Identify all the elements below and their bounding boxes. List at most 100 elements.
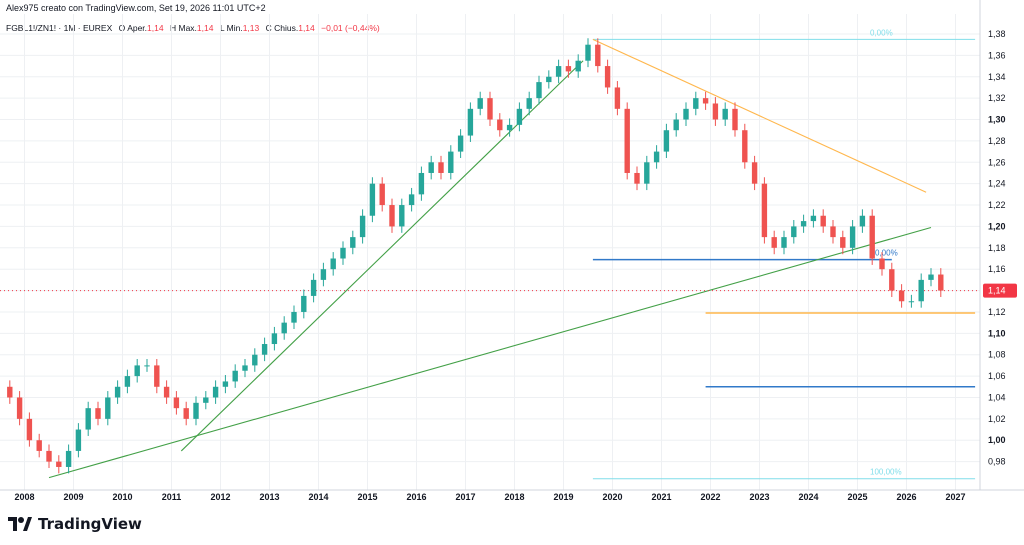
candle-body bbox=[183, 408, 189, 419]
candle-body bbox=[751, 162, 758, 184]
time-tick-label: 2013 bbox=[259, 492, 279, 502]
candle-body bbox=[820, 215, 826, 227]
price-tick-label: 1,16 bbox=[988, 264, 1006, 274]
time-axis[interactable]: 2008 2009 2010 2011 2012 2013 2014 2015 2016 2017… bbox=[0, 489, 1024, 502]
candle-body bbox=[291, 311, 297, 323]
candle-body bbox=[134, 365, 140, 377]
close-label: C bbox=[265, 23, 272, 33]
drawing-layer: 0,00% 100,00% 0,00% bbox=[0, 28, 980, 480]
candle-body bbox=[938, 274, 944, 291]
time-tick-label: 2025 bbox=[847, 492, 867, 502]
candle-body bbox=[879, 258, 885, 270]
candle-body bbox=[379, 183, 385, 206]
candle-body bbox=[634, 172, 640, 184]
candle-body bbox=[732, 108, 738, 131]
candle-body bbox=[144, 365, 150, 367]
time-tick-label: 2018 bbox=[504, 492, 524, 502]
candle-body bbox=[595, 44, 601, 67]
candle-body bbox=[928, 274, 934, 280]
candle-body bbox=[497, 119, 503, 131]
high-label: H bbox=[169, 23, 177, 33]
candle-body bbox=[477, 98, 483, 109]
time-tick-label: 2019 bbox=[553, 492, 573, 502]
candle-body bbox=[16, 397, 23, 419]
candle-body bbox=[771, 237, 777, 248]
price-tick-label: 0,98 bbox=[988, 457, 1006, 467]
price-tick-label: 1,08 bbox=[988, 350, 1006, 360]
candle-body bbox=[722, 108, 728, 120]
price-tick-label: 1,30 bbox=[988, 115, 1006, 125]
chart-caption: Alex975 creato con TradingView.com, Set … bbox=[6, 3, 266, 13]
candle-body bbox=[438, 162, 444, 173]
candle-body bbox=[575, 60, 581, 72]
open-label: O bbox=[118, 23, 126, 33]
candle-body bbox=[95, 408, 101, 419]
candle-body bbox=[154, 365, 160, 387]
time-tick-label: 2026 bbox=[896, 492, 916, 502]
price-tick-label: 1,26 bbox=[988, 157, 1006, 167]
candle-body bbox=[301, 295, 307, 312]
candle-body bbox=[683, 108, 689, 120]
candle-body bbox=[350, 237, 356, 248]
change-value: −0,01 (−0,44%) bbox=[321, 23, 380, 33]
price-tick-label: 1,06 bbox=[988, 371, 1006, 381]
symbol-name[interactable]: FGBL1!/ZN1! · 1M · EUREX bbox=[6, 23, 113, 33]
time-tick-label: 2016 bbox=[406, 492, 426, 502]
candle-body bbox=[467, 108, 474, 136]
candle-body bbox=[653, 151, 660, 163]
time-tick-label: 2027 bbox=[945, 492, 965, 502]
candle-body bbox=[800, 221, 807, 227]
candle-body bbox=[644, 162, 650, 184]
candle-body bbox=[624, 108, 630, 173]
candle-body bbox=[261, 344, 268, 355]
candle-body bbox=[604, 66, 611, 88]
candle-body bbox=[232, 370, 238, 382]
time-tick-label: 2010 bbox=[112, 492, 132, 502]
candle-body bbox=[36, 440, 42, 451]
tradingview-logo-text: TradingView bbox=[38, 515, 142, 533]
price-tick-label: 1,12 bbox=[988, 307, 1006, 317]
candle-body bbox=[75, 429, 82, 451]
candle-body bbox=[252, 354, 258, 366]
candle-body bbox=[673, 119, 679, 131]
candle-body bbox=[849, 226, 856, 248]
time-tick-label: 2022 bbox=[700, 492, 720, 502]
candle-body bbox=[614, 87, 621, 109]
candle-body bbox=[457, 135, 464, 152]
candle-body bbox=[310, 279, 317, 296]
candle-body bbox=[418, 172, 425, 195]
low-text: Min. bbox=[226, 23, 243, 33]
price-tick-label: 1,36 bbox=[988, 50, 1006, 60]
time-tick-label: 2012 bbox=[210, 492, 230, 502]
candle-body bbox=[898, 290, 905, 302]
candle-body bbox=[516, 108, 523, 125]
price-tick-label: 1,22 bbox=[988, 200, 1006, 210]
tradingview-logo-icon bbox=[8, 517, 32, 531]
candle-body bbox=[712, 103, 719, 120]
candle-body bbox=[242, 365, 248, 371]
candle-body bbox=[114, 386, 121, 398]
price-axis[interactable]: 1,38 1,36 1,34 1,32 1,30 1,28 1,26 1,24 1,22 1,20… bbox=[979, 0, 1017, 490]
fib-bottom-label: 100,00% bbox=[870, 468, 902, 477]
candle-body bbox=[908, 301, 915, 303]
candle-body bbox=[663, 130, 670, 152]
tradingview-logo[interactable]: TradingView bbox=[8, 515, 142, 533]
time-tick-label: 2014 bbox=[308, 492, 328, 502]
candle-body bbox=[320, 269, 327, 280]
candle-body bbox=[536, 82, 542, 99]
candle-body bbox=[222, 381, 229, 387]
candle-body bbox=[340, 247, 346, 259]
time-tick-label: 2024 bbox=[798, 492, 818, 502]
candle-body bbox=[193, 402, 199, 419]
candle-body bbox=[281, 322, 287, 334]
candle-body bbox=[546, 76, 552, 83]
price-tick-label: 1,24 bbox=[988, 179, 1006, 189]
candle-body bbox=[487, 98, 493, 120]
high-value: 1,14 bbox=[196, 23, 214, 33]
candle-body bbox=[173, 397, 180, 409]
candle-body bbox=[810, 215, 817, 222]
open-text: Aper. bbox=[127, 23, 148, 33]
price-tick-label: 1,34 bbox=[988, 72, 1006, 82]
time-tick-label: 2020 bbox=[602, 492, 622, 502]
